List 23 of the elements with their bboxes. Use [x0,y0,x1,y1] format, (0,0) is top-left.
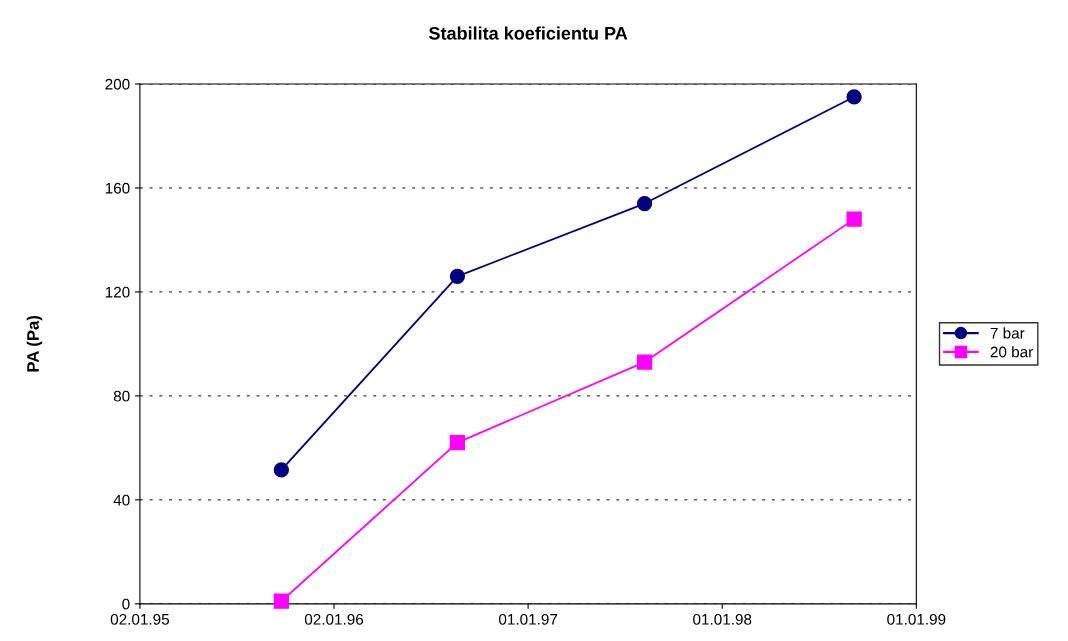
y-axis-title: PA (Pa) [26,316,43,372]
x-tick-label: 02.01.96 [304,613,364,625]
point [846,211,862,227]
y-tick-label: 160 [105,182,130,194]
point [273,462,290,478]
point [449,268,466,284]
y-tick-label: 40 [113,494,130,506]
point [449,435,466,451]
x-tick-label: 01.01.97 [498,613,558,625]
point [636,354,653,370]
x-tick-label: 01.01.98 [693,613,752,625]
y-tick-label: 200 [105,78,130,90]
x-tick-label: 02.01.95 [110,613,170,625]
y-tick-label: 0 [122,598,130,610]
legend-label: 7 bar [990,327,1025,339]
legend-label: 20 bar [990,346,1033,358]
point [636,195,653,212]
x-tick-label: 01.01.99 [887,613,946,625]
y-tick-label: 80 [113,390,130,402]
y-tick-label: 120 [105,286,130,298]
chart-title: Stabilita koeficientu PA [428,26,628,40]
point [846,89,862,105]
point [273,593,290,609]
